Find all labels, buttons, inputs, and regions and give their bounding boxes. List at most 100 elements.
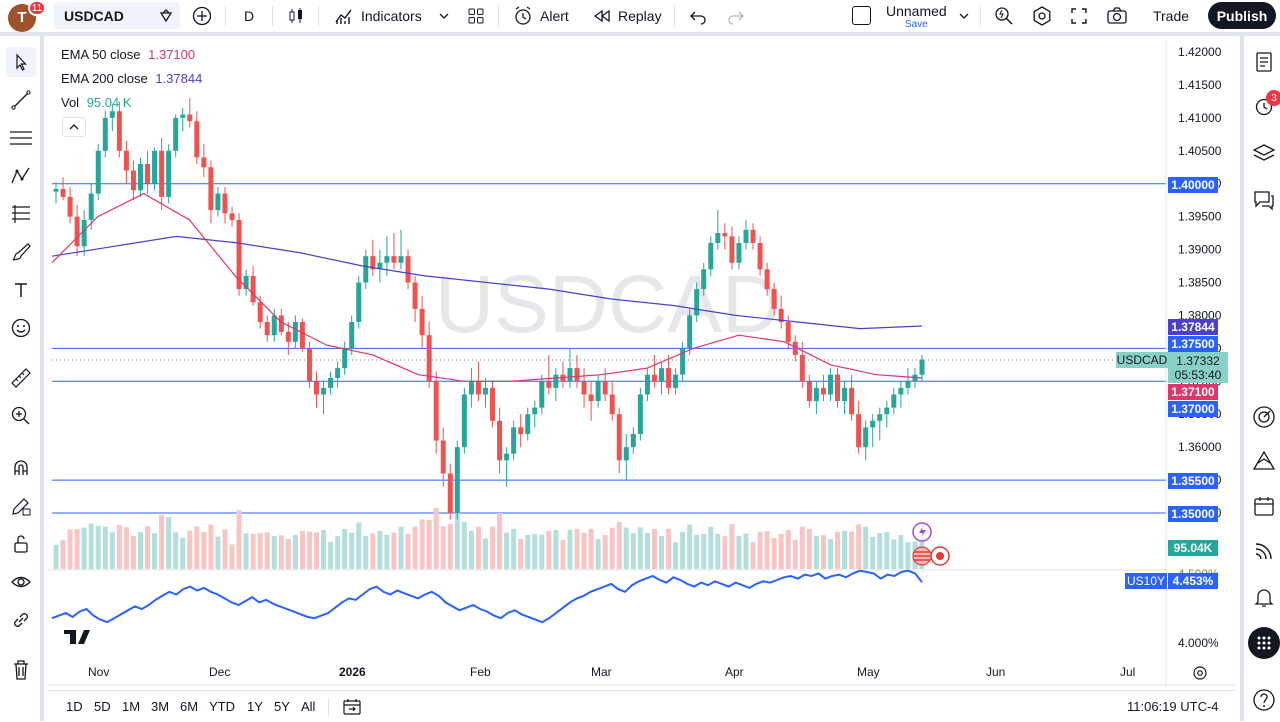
cursor-tool[interactable] bbox=[6, 47, 36, 77]
candle-body bbox=[708, 242, 714, 270]
gear-icon bbox=[1193, 666, 1207, 680]
add-symbol-button[interactable] bbox=[192, 0, 212, 31]
layout-name[interactable]: Unnamed Save bbox=[886, 2, 947, 30]
fib-tool[interactable] bbox=[6, 199, 36, 229]
range-all[interactable]: All bbox=[301, 699, 316, 714]
volume-bar bbox=[236, 510, 242, 569]
volume-bar bbox=[637, 527, 643, 569]
event-icons[interactable] bbox=[912, 522, 950, 566]
candle-body bbox=[490, 387, 496, 421]
redo-button[interactable] bbox=[726, 0, 746, 31]
horizontal-lines-tool[interactable] bbox=[6, 123, 36, 153]
range-3m[interactable]: 3M bbox=[151, 699, 170, 714]
candle-body bbox=[863, 427, 869, 448]
link-tool[interactable] bbox=[6, 605, 36, 635]
volume-bar bbox=[447, 523, 453, 569]
technicals-button[interactable] bbox=[1248, 401, 1280, 433]
lock-tool[interactable] bbox=[6, 529, 36, 559]
candle-body bbox=[764, 269, 770, 290]
range-1m[interactable]: 1M bbox=[122, 699, 141, 714]
quick-search-button[interactable] bbox=[993, 0, 1015, 31]
ema200-legend[interactable]: EMA 200 close 1.37844 bbox=[61, 71, 202, 86]
templates-button[interactable] bbox=[466, 0, 486, 31]
products-button[interactable] bbox=[1248, 627, 1280, 659]
settings-button[interactable] bbox=[1031, 0, 1053, 31]
volume-bar bbox=[271, 536, 277, 569]
camera-icon bbox=[1107, 6, 1127, 24]
chart-canvas[interactable]: USDCAD 1.42000 1.41500 1.41000 1.40500 1.400… bbox=[48, 40, 1236, 688]
volume-bar bbox=[616, 522, 622, 569]
undo-button[interactable] bbox=[688, 0, 708, 31]
notifications-button[interactable] bbox=[1248, 581, 1280, 613]
emoji-tool[interactable] bbox=[6, 313, 36, 343]
trade-button[interactable]: Trade bbox=[1152, 7, 1190, 24]
volume-bar bbox=[60, 539, 66, 569]
brush-tool[interactable] bbox=[6, 237, 36, 267]
symbol-search[interactable]: USDCAD bbox=[54, 2, 180, 29]
indicators-dropdown[interactable] bbox=[438, 0, 450, 31]
trend-line-tool[interactable] bbox=[6, 85, 36, 115]
candle-body bbox=[835, 374, 841, 402]
volume-bar bbox=[595, 539, 601, 569]
layout-dropdown[interactable] bbox=[958, 0, 970, 31]
volume-bar bbox=[109, 532, 115, 569]
user-avatar[interactable]: T 11 bbox=[8, 0, 46, 33]
chat-button[interactable] bbox=[1248, 184, 1280, 216]
magnet-tool[interactable] bbox=[6, 453, 36, 483]
news-button[interactable] bbox=[1248, 535, 1280, 567]
measure-tool[interactable] bbox=[6, 363, 36, 393]
time-label-2026: 2026 bbox=[339, 665, 366, 679]
pattern-tool[interactable] bbox=[6, 161, 36, 191]
candle-body bbox=[588, 394, 594, 402]
range-1y[interactable]: 1Y bbox=[247, 699, 263, 714]
snapshot-button[interactable] bbox=[1106, 0, 1128, 31]
axis-settings-button[interactable] bbox=[1192, 665, 1208, 686]
volume-bar bbox=[278, 535, 284, 569]
volume-legend[interactable]: Vol 95.04 K bbox=[61, 95, 132, 110]
ema50-legend[interactable]: EMA 50 close 1.37100 bbox=[61, 47, 195, 62]
clock[interactable]: 11:06:19 UTC-4 bbox=[1127, 699, 1219, 714]
candle-body bbox=[553, 374, 559, 388]
drawing-mode-tool[interactable] bbox=[6, 491, 36, 521]
replay-button[interactable]: Replay bbox=[592, 0, 662, 31]
chart-area[interactable]: USDCAD 1.42000 1.41500 1.41000 1.40500 1.400… bbox=[48, 40, 1236, 688]
candle-body bbox=[820, 387, 826, 395]
range-5d[interactable]: 5D bbox=[94, 699, 111, 714]
text-tool[interactable] bbox=[6, 275, 36, 305]
ideas-button[interactable] bbox=[1248, 445, 1280, 477]
range-5y[interactable]: 5Y bbox=[274, 699, 290, 714]
volume-bar bbox=[813, 536, 819, 569]
price-axis-ticks: 1.420001.415001.410001.405001.400001.395… bbox=[1178, 45, 1222, 520]
range-6m[interactable]: 6M bbox=[180, 699, 199, 714]
candle-body bbox=[609, 394, 615, 415]
go-to-date-button[interactable] bbox=[342, 697, 362, 722]
indicators-button[interactable]: Indicators bbox=[334, 0, 422, 31]
range-ytd[interactable]: YTD bbox=[209, 699, 235, 714]
candle-body bbox=[271, 315, 277, 336]
interval-button[interactable]: D bbox=[244, 7, 255, 24]
remove-tool[interactable] bbox=[6, 655, 36, 685]
symbol-menu-icon[interactable] bbox=[158, 8, 174, 27]
alerts-button[interactable]: 3 bbox=[1248, 90, 1280, 122]
volume-bar bbox=[222, 529, 228, 569]
price-tick: 1.39500 bbox=[1178, 210, 1222, 224]
visibility-tool[interactable] bbox=[6, 567, 36, 597]
layers-button[interactable] bbox=[1248, 137, 1280, 169]
volume-bar bbox=[567, 529, 573, 569]
volume-bar bbox=[750, 542, 756, 569]
watchlist-button[interactable] bbox=[1248, 46, 1280, 78]
publish-button[interactable]: Publish bbox=[1208, 2, 1276, 29]
zoom-tool[interactable] bbox=[6, 401, 36, 431]
layout-checkbox[interactable] bbox=[852, 0, 871, 31]
alert-button[interactable]: Alert bbox=[512, 0, 569, 31]
candle-body bbox=[729, 236, 735, 263]
candle-body bbox=[180, 114, 186, 118]
help-button[interactable] bbox=[1248, 684, 1280, 716]
candle-body bbox=[109, 111, 115, 118]
candle-body bbox=[215, 193, 221, 211]
fullscreen-button[interactable] bbox=[1069, 0, 1089, 31]
collapse-legend-button[interactable] bbox=[62, 117, 86, 137]
chart-type-button[interactable] bbox=[286, 0, 306, 31]
calendar-button[interactable] bbox=[1248, 490, 1280, 522]
range-1d[interactable]: 1D bbox=[66, 699, 83, 714]
